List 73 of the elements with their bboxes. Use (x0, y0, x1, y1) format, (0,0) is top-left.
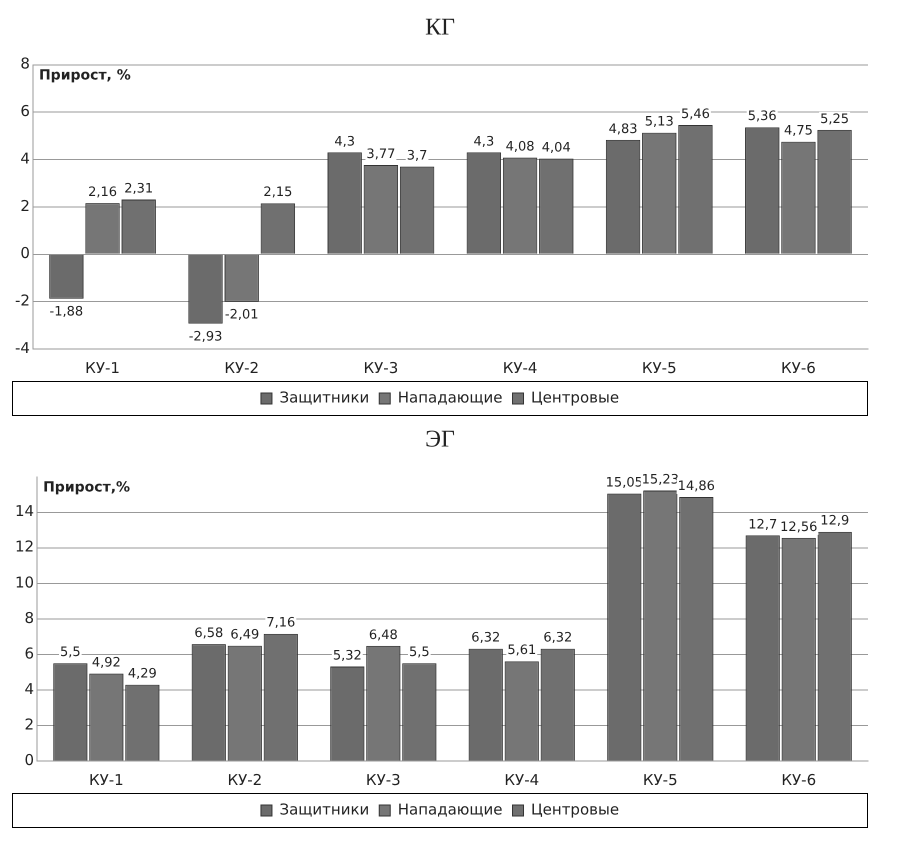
legend-label: Защитники (279, 800, 370, 818)
data-label: 6,32 (543, 630, 572, 646)
chart-title: ЭГ (425, 426, 455, 453)
x-tick-label: КУ-1 (88, 770, 124, 789)
y-tick-label: 2 (20, 196, 30, 215)
chart-title: КГ (425, 14, 456, 41)
data-label: 2,31 (124, 181, 154, 196)
data-label: 7,16 (266, 616, 296, 631)
data-label: 14,86 (678, 478, 715, 494)
x-tick-label: КУ-5 (642, 358, 677, 377)
y-tick-label: 8 (20, 54, 30, 73)
y-tick-label: 10 (14, 573, 34, 592)
data-label: 12,7 (748, 517, 778, 532)
x-tick-label: КУ-4 (502, 358, 538, 377)
data-label: 12,9 (820, 514, 850, 529)
x-tick-label: КУ-1 (85, 358, 120, 377)
data-label: 12,56 (780, 520, 818, 535)
data-label: 2,15 (263, 185, 292, 200)
y-tick-label: 4 (24, 680, 34, 698)
y-axis-title: Прирост,% (43, 479, 130, 496)
x-tick-label: КУ-3 (366, 770, 401, 789)
data-label: 5,5 (408, 645, 430, 660)
x-tick-label: КУ-5 (642, 770, 678, 789)
data-label: 5,61 (507, 643, 536, 658)
data-label: 5,5 (60, 645, 81, 660)
data-label: 3,7 (406, 148, 428, 164)
x-tick-label: КУ-6 (781, 358, 816, 377)
data-label: 6,48 (368, 628, 398, 643)
data-label: 4,08 (506, 140, 535, 155)
legend-label: Нападающие (398, 388, 503, 406)
data-label: 4,29 (128, 666, 157, 682)
y-tick-label: 8 (24, 608, 34, 627)
data-label: 15,23 (642, 472, 679, 488)
data-label: 4,3 (334, 134, 356, 150)
data-label: 4,75 (784, 124, 813, 139)
x-tick-label: КУ-3 (364, 358, 398, 377)
data-label: 5,36 (748, 109, 777, 124)
data-label: -2,93 (188, 330, 222, 345)
y-tick-label: 6 (20, 102, 30, 120)
data-label: 6,32 (471, 630, 500, 646)
data-label: 4,04 (542, 140, 571, 156)
data-label: 4,3 (474, 134, 494, 150)
data-label: 5,46 (680, 106, 710, 122)
y-tick-label: -2 (14, 292, 30, 310)
legend-label: Защитники (279, 388, 370, 406)
data-label: 6,49 (230, 628, 260, 643)
data-label: 5,13 (644, 114, 674, 130)
data-label: 5,32 (332, 648, 362, 664)
data-label: 2,16 (88, 184, 118, 200)
legend-label: Центровые (531, 388, 620, 406)
x-tick-label: КУ-2 (227, 770, 262, 789)
y-tick-label: 14 (14, 502, 34, 520)
y-tick-label: 12 (14, 538, 34, 556)
y-tick-label: 6 (24, 644, 34, 662)
y-axis-title: Прирост, % (38, 67, 131, 84)
y-tick-label: -4 (14, 338, 30, 357)
data-label: 6,58 (194, 626, 224, 641)
data-label: -2,01 (224, 308, 259, 323)
y-tick-label: 4 (20, 149, 30, 168)
data-label: 15,05 (606, 476, 643, 491)
y-tick-label: 0 (24, 750, 34, 769)
legend-label: Центровые (531, 800, 620, 818)
x-tick-label: КУ-6 (781, 770, 816, 789)
data-label: 4,83 (608, 122, 638, 137)
data-label: -1,88 (50, 304, 84, 320)
data-label: 4,92 (92, 655, 121, 670)
x-tick-label: КУ-2 (224, 358, 260, 377)
y-tick-label: 0 (20, 244, 30, 262)
legend-label: Нападающие (398, 800, 503, 818)
data-label: 5,25 (820, 112, 850, 127)
data-label: 3,77 (366, 146, 396, 162)
y-tick-label: 2 (24, 715, 34, 734)
x-tick-label: КУ-4 (504, 770, 540, 789)
